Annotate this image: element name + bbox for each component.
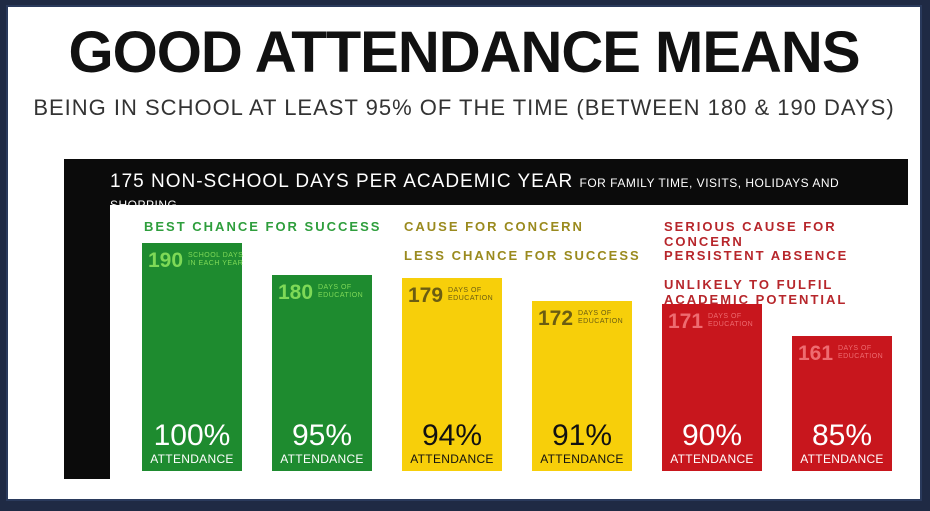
bar-days-value: 179 xyxy=(408,284,444,307)
bar-days-value: 190 xyxy=(148,249,184,272)
school-days-band xyxy=(64,159,110,479)
bar-days-unit: DAYS OF EDUCATION xyxy=(708,313,754,328)
bar-attendance-label: ATTENDANCE xyxy=(670,452,754,466)
attendance-bar: 171 DAYS OF EDUCATION 90% ATTENDANCE xyxy=(662,304,762,471)
attendance-bar: 179 DAYS OF EDUCATION 94% ATTENDANCE xyxy=(402,278,502,471)
category-serious-concern: SERIOUS CAUSE FOR CONCERN xyxy=(664,219,837,249)
bar-days-unit: DAYS OF EDUCATION xyxy=(578,310,624,325)
bar-days-value: 161 xyxy=(798,342,834,365)
attendance-bar: 190 SCHOOL DAYS IN EACH YEAR 100% ATTENDANC… xyxy=(142,243,243,471)
non-school-days-sub: FOR FAMILY TIME, VISITS, HOLIDAYS AND SH… xyxy=(110,176,840,212)
bar-attendance-label: ATTENDANCE xyxy=(410,452,494,466)
category-academic-potential: ACADEMIC POTENTIAL xyxy=(664,292,848,307)
bar-days-value: 172 xyxy=(538,307,574,330)
non-school-days-band: 175 NON-SCHOOL DAYS PER ACADEMIC YEAR FO… xyxy=(64,159,908,212)
bar-days-unit: DAYS OF EDUCATION xyxy=(448,287,494,302)
bar-attendance-percent: 95% xyxy=(291,419,353,452)
category-cause-for-concern: CAUSE FOR CONCERN xyxy=(404,219,584,234)
attendance-bars: 190 SCHOOL DAYS IN EACH YEAR 100% ATTENDANC… xyxy=(8,7,920,499)
bar-days-value: 180 xyxy=(278,281,314,304)
bar-attendance-percent: 91% xyxy=(551,419,613,452)
bar-attendance-percent: 94% xyxy=(421,419,483,452)
non-school-days-label: 175 NON-SCHOOL DAYS PER ACADEMIC YEAR FO… xyxy=(110,171,908,215)
category-unlikely-fulfil: UNLIKELY TO FULFIL xyxy=(664,277,834,292)
bar-attendance-label: ATTENDANCE xyxy=(540,452,624,466)
bar-days-value: 171 xyxy=(668,310,704,333)
attendance-bar: 180 DAYS OF EDUCATION 95% ATTENDANCE xyxy=(272,275,372,471)
infographic: GOOD ATTENDANCE MEANS BEING IN SCHOOL AT… xyxy=(6,5,922,501)
bar-attendance-percent: 90% xyxy=(681,419,743,452)
bar-attendance-label: ATTENDANCE xyxy=(800,452,884,466)
category-best-chance: BEST CHANCE FOR SUCCESS xyxy=(144,219,382,234)
bar-attendance-percent: 85% xyxy=(811,419,873,452)
page-title: GOOD ATTENDANCE MEANS xyxy=(68,20,861,85)
bar-days-unit: DAYS OF EDUCATION xyxy=(838,345,884,360)
bar-days-unit: DAYS OF EDUCATION xyxy=(318,284,364,299)
non-school-days-main: 175 NON-SCHOOL DAYS PER ACADEMIC YEAR xyxy=(110,171,580,192)
bar-attendance-label: ATTENDANCE xyxy=(280,452,364,466)
page-subtitle: BEING IN SCHOOL AT LEAST 95% OF THE TIME… xyxy=(33,95,895,120)
category-persistent-absence: PERSISTENT ABSENCE xyxy=(664,248,849,263)
bar-attendance-label: ATTENDANCE xyxy=(150,452,234,466)
category-less-chance: LESS CHANCE FOR SUCCESS xyxy=(404,248,641,263)
bar-attendance-percent: 100% xyxy=(153,419,231,452)
attendance-bar: 161 DAYS OF EDUCATION 85% ATTENDANCE xyxy=(792,336,892,471)
attendance-bar: 172 DAYS OF EDUCATION 91% ATTENDANCE xyxy=(532,301,632,471)
bar-days-unit: SCHOOL DAYS IN EACH YEAR xyxy=(188,252,244,267)
